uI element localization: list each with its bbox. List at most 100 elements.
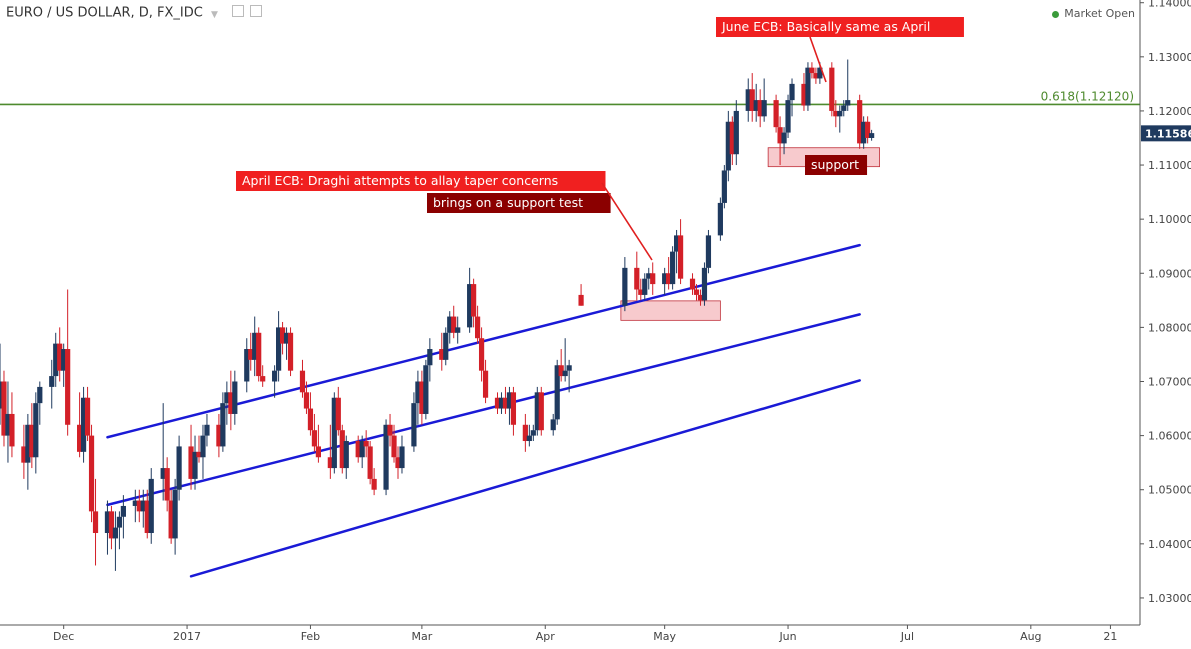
y-tick-label: 1.09000 — [1148, 267, 1191, 280]
candle-body — [387, 424, 393, 436]
candle-body — [244, 349, 250, 382]
candle-body — [220, 403, 226, 447]
candle-body — [646, 273, 652, 279]
candle-body — [777, 127, 783, 144]
hide-icon[interactable] — [250, 5, 263, 17]
y-tick-label: 1.13000 — [1148, 51, 1191, 64]
callout-box — [805, 155, 868, 175]
candle-body — [857, 100, 863, 144]
candle-body — [276, 327, 282, 371]
x-tick-label: Jul — [900, 630, 914, 643]
candle-body — [57, 343, 63, 371]
candle-body — [335, 397, 341, 431]
callout-box — [427, 193, 611, 213]
candle-body — [455, 327, 461, 333]
candle-body — [693, 289, 700, 295]
candle-body — [801, 83, 807, 106]
candle-body — [733, 110, 739, 155]
candle-body — [423, 365, 429, 414]
market-status: Market Open — [1052, 7, 1135, 20]
candle-body — [498, 397, 505, 409]
candle-body — [869, 133, 875, 138]
candle-body — [638, 289, 644, 295]
y-tick-label: 1.03000 — [1148, 592, 1191, 605]
candle-body — [467, 284, 473, 328]
candle-body — [92, 511, 99, 534]
candle-body — [311, 430, 318, 447]
candle-body — [506, 392, 513, 409]
candle-body — [395, 457, 401, 469]
candle-body — [204, 424, 210, 436]
chart-legend[interactable]: EURO / US DOLLAR, D, FX_IDC ▼ — [6, 5, 264, 21]
candle-body — [650, 273, 656, 285]
candle-body — [371, 478, 377, 490]
candle-body — [0, 381, 3, 409]
candle-body — [65, 349, 71, 425]
candle-body — [666, 273, 672, 285]
candle-body — [84, 397, 91, 436]
candle-body — [745, 89, 751, 111]
candle-body — [705, 235, 712, 268]
y-tick-label: 1.06000 — [1148, 430, 1191, 443]
x-tick-label: Mar — [411, 630, 432, 643]
candle-body — [116, 516, 122, 528]
candle-body — [789, 83, 795, 101]
candle-body — [419, 381, 425, 414]
candle-body — [383, 424, 389, 490]
candle-body — [367, 446, 373, 479]
candle-body — [861, 121, 867, 144]
candle-body — [363, 441, 369, 447]
y-tick-label: 1.10000 — [1148, 213, 1191, 226]
candle-body — [272, 370, 278, 382]
candle-body — [662, 273, 668, 285]
candle-body — [77, 424, 83, 452]
callout-text: brings on a support test — [433, 195, 583, 210]
candle-body — [833, 110, 839, 117]
candle-body — [120, 505, 126, 517]
candle-body — [725, 121, 731, 171]
candle-body — [279, 327, 286, 344]
fibonacci-label: 0.618(1.12120) — [1041, 89, 1134, 103]
candle-body — [228, 392, 234, 414]
candle-body — [287, 332, 294, 371]
candle-body — [471, 284, 477, 317]
candle-body — [701, 267, 708, 301]
candle-body — [196, 451, 202, 458]
candle-body — [339, 430, 345, 469]
x-tick-label: Apr — [536, 630, 556, 643]
candle-body — [5, 413, 11, 436]
candle-body — [132, 500, 138, 506]
candle-body — [478, 338, 485, 371]
candle-body — [331, 397, 337, 469]
x-tick-label: May — [653, 630, 676, 643]
candle-body — [33, 403, 39, 458]
candle-body — [88, 435, 95, 512]
candle-body — [108, 511, 115, 539]
candle-body — [427, 349, 433, 366]
candle-body — [176, 446, 182, 490]
candle-body — [53, 343, 59, 377]
x-tick-label: Jun — [778, 630, 796, 643]
candle-body — [502, 397, 509, 409]
callout-pointer — [809, 36, 827, 83]
candle-body — [494, 397, 501, 409]
x-tick-label: Feb — [301, 630, 320, 643]
settings-icon[interactable] — [232, 5, 245, 17]
candle-body — [550, 419, 556, 431]
candle-body — [534, 392, 540, 431]
candle-body — [578, 294, 584, 306]
candle-body — [773, 100, 779, 128]
candle-body — [25, 424, 31, 463]
candle-body — [216, 424, 222, 447]
candle-body — [391, 435, 397, 458]
caret-down-icon[interactable]: ▼ — [210, 9, 218, 20]
candle-body — [749, 89, 755, 111]
last-price-tag — [1141, 125, 1191, 142]
candle-body — [558, 365, 564, 377]
candle-body — [674, 235, 680, 252]
callout-text: June ECB: Basically same as April — [721, 19, 930, 34]
candle-body — [761, 100, 767, 117]
candle-body — [307, 408, 314, 431]
